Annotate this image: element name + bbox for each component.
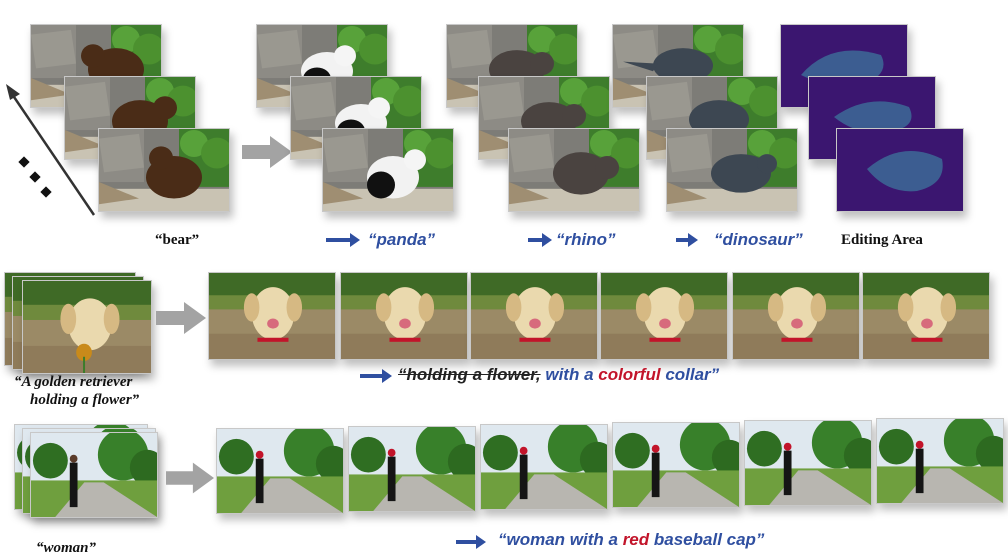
prompt-red-text: colorful <box>598 365 661 384</box>
bear-caption: “bear” <box>155 232 200 248</box>
result-frame <box>612 422 740 508</box>
result-frame <box>480 424 608 510</box>
blue-arrow <box>676 233 698 247</box>
blue-arrow <box>456 535 486 549</box>
prompt-panda: “panda” <box>368 230 436 249</box>
dog-caption-line1: “A golden retriever <box>14 374 133 390</box>
diagonal-arrow <box>6 84 96 216</box>
prompt-struck: “holding a flower, <box>398 365 541 384</box>
result-frame <box>208 272 336 360</box>
gray-arrow-row3 <box>166 462 214 494</box>
prompt-dog: “holding a flower, with a colorful colla… <box>398 365 719 385</box>
blue-arrow <box>360 369 392 383</box>
editing-area-label: Editing Area <box>841 232 923 248</box>
prompt-text: with a <box>540 365 599 384</box>
woman-caption: “woman” <box>36 540 97 556</box>
prompt-text: baseball cap” <box>649 530 765 549</box>
result-frame <box>862 272 990 360</box>
result-frame <box>744 420 872 506</box>
blue-arrow <box>528 233 552 247</box>
gray-arrow-row2 <box>156 302 206 334</box>
result-frame <box>348 426 476 512</box>
prompt-rhino: “rhino” <box>556 230 616 249</box>
prompt-text: “woman with a <box>498 530 623 549</box>
gray-arrow-row1 <box>242 136 292 168</box>
dog-caption-line2: holding a flower” <box>30 392 140 408</box>
result-frame <box>600 272 728 360</box>
result-frame <box>340 272 468 360</box>
prompt-text: collar” <box>660 365 720 384</box>
result-frame <box>216 428 344 514</box>
prompt-dinosaur: “dinosaur” <box>714 230 803 249</box>
blue-arrow <box>326 233 360 247</box>
prompt-woman: “woman with a red baseball cap” <box>498 530 764 550</box>
result-frame <box>732 272 860 360</box>
result-frame <box>470 272 598 360</box>
prompt-red-text: red <box>622 530 650 549</box>
result-frame <box>876 418 1004 504</box>
